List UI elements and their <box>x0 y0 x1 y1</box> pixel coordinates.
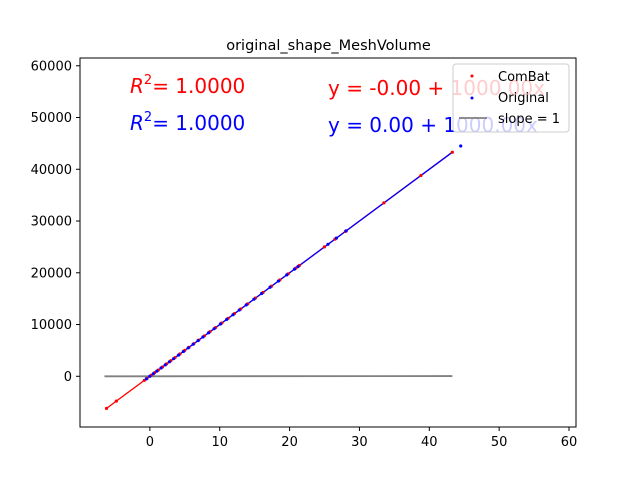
point-original <box>151 372 155 376</box>
y-tick-label: 40000 <box>31 163 72 178</box>
point-combat <box>382 201 386 205</box>
legend: ComBat Original slope = 1 <box>452 63 570 133</box>
point-original <box>172 357 176 361</box>
legend-marker-original <box>470 96 474 100</box>
point-original <box>201 335 205 339</box>
point-combat <box>104 406 109 410</box>
y-tick-label: 10000 <box>31 318 72 333</box>
x-tick-label: 40 <box>421 435 438 450</box>
x-tick-label: 50 <box>491 435 508 450</box>
point-combat <box>419 173 423 178</box>
legend-label-slope: slope = 1 <box>498 112 560 127</box>
x-tick-label: 20 <box>281 435 298 450</box>
point-original <box>231 313 235 317</box>
legend-label-combat: ComBat <box>498 70 550 85</box>
point-combat <box>114 399 118 403</box>
point-original <box>186 346 190 350</box>
x-axis: 0 10 20 30 40 50 60 <box>146 427 578 450</box>
point-combat <box>322 245 327 249</box>
point-original <box>260 291 264 296</box>
x-tick-label: 60 <box>561 435 578 450</box>
point-original <box>148 374 152 378</box>
r2-annotation-combat: R2= 1.0000 <box>130 73 245 98</box>
chart-title: original_shape_MeshVolume <box>226 38 431 54</box>
point-original <box>176 353 181 357</box>
point-original <box>181 349 185 354</box>
y-tick-label: 60000 <box>31 59 72 74</box>
y-tick-label: 30000 <box>31 215 72 230</box>
legend-box <box>452 63 570 133</box>
point-original <box>292 267 297 271</box>
point-original <box>344 229 348 233</box>
point-original <box>191 342 195 346</box>
point-original <box>334 236 338 240</box>
legend-marker-combat <box>470 74 474 78</box>
point-original <box>225 317 229 321</box>
point-original <box>296 264 300 269</box>
r2-annotation-original: R2= 1.0000 <box>130 110 245 135</box>
point-combat <box>450 150 454 154</box>
point-original <box>218 322 223 326</box>
point-original <box>276 279 280 283</box>
point-original <box>155 369 159 373</box>
y-tick-label: 20000 <box>31 266 72 281</box>
point-original <box>167 360 172 364</box>
point-original <box>196 338 200 343</box>
point-original <box>252 297 256 301</box>
point-original <box>159 366 163 370</box>
legend-label-original: Original <box>498 91 549 106</box>
axes-frame <box>79 57 577 428</box>
point-original <box>459 144 463 148</box>
x-tick-label: 30 <box>351 435 368 450</box>
point-original <box>244 303 248 307</box>
point-original <box>206 331 211 335</box>
y-tick-label: 0 <box>64 370 72 385</box>
point-original <box>212 327 216 331</box>
point-original <box>268 285 272 289</box>
x-tick-label: 0 <box>146 435 154 450</box>
point-original <box>285 273 289 277</box>
y-axis: 0 10000 20000 30000 40000 50000 60000 <box>31 59 80 385</box>
point-original <box>144 377 148 381</box>
point-original <box>237 308 241 312</box>
plot-area <box>104 144 463 410</box>
x-tick-label: 10 <box>211 435 228 450</box>
y-tick-label: 50000 <box>31 111 72 126</box>
point-original <box>163 363 167 367</box>
point-original <box>326 242 330 246</box>
